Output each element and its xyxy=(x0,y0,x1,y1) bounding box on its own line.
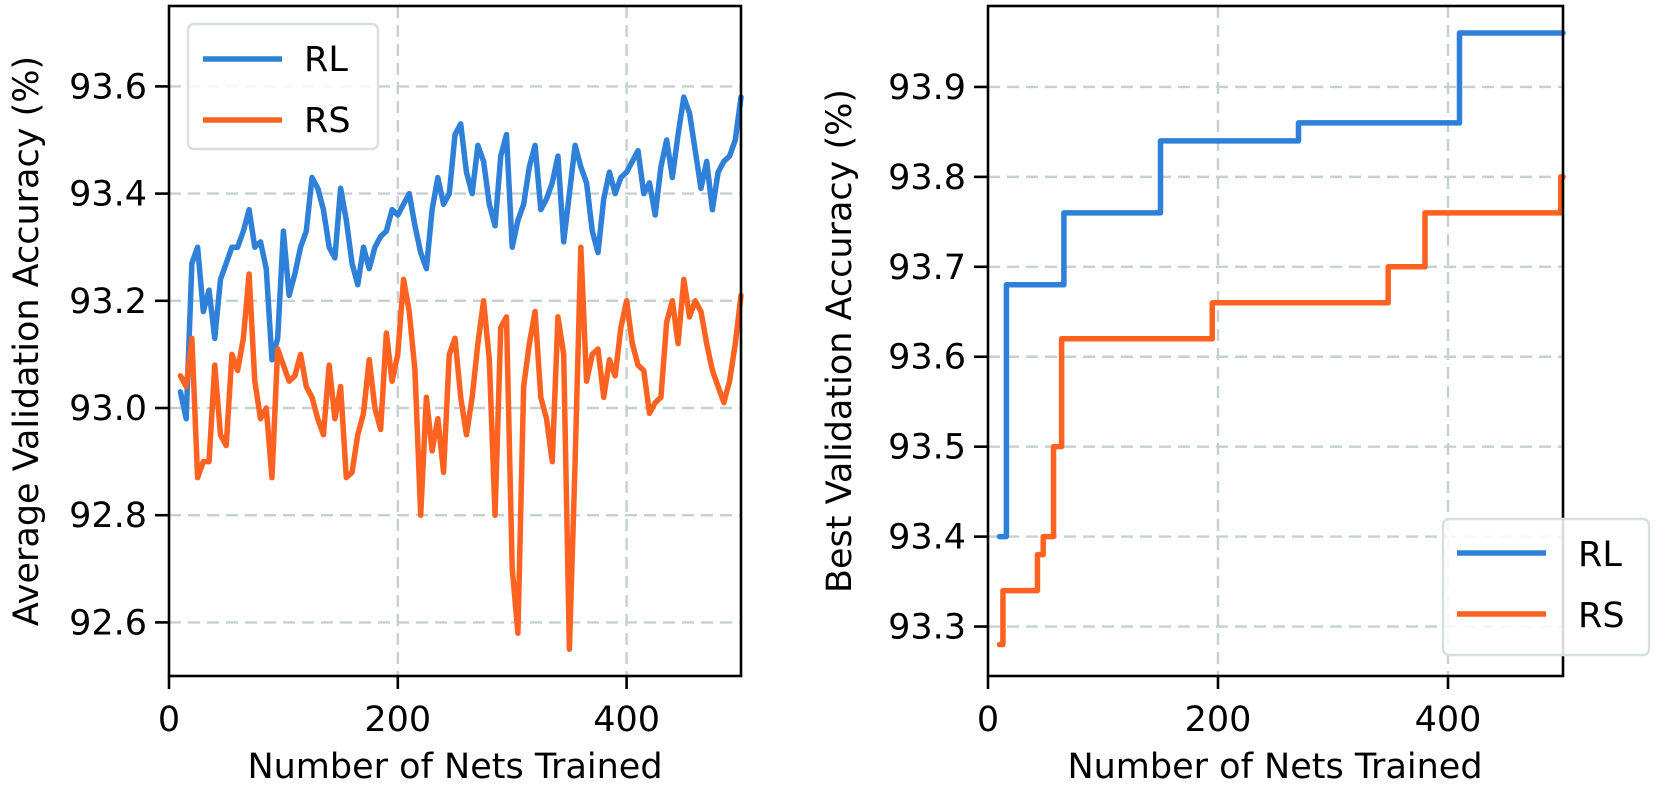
left-y-tick-label: 93.2 xyxy=(69,282,147,322)
series-rs-line xyxy=(996,174,1566,648)
left-y-tick-label: 92.8 xyxy=(69,496,147,536)
left-y-tick-label: 93.6 xyxy=(69,67,147,107)
right-plot-frame xyxy=(986,4,1565,678)
right-x-axis-title: Number of Nets Trained xyxy=(1067,747,1482,787)
right-ticks: 0 200 400 93.3 93.4 93.5 93.6 93.7 93.8 93.9 xyxy=(888,68,1481,740)
left-plot-frame xyxy=(167,4,743,678)
left-x-tick-label: 0 xyxy=(158,700,180,740)
left-y-tick-label: 92.6 xyxy=(69,603,147,643)
right-legend-rl-label: RL xyxy=(1578,535,1622,575)
left-y-axis-title: Average Validation Accuracy (%) xyxy=(7,56,47,626)
left-legend: RL RS xyxy=(186,22,380,151)
right-y-tick-label: 93.6 xyxy=(888,338,966,378)
right-y-tick-label: 93.4 xyxy=(888,518,966,558)
right-y-tick-label: 93.5 xyxy=(888,428,966,468)
right-x-tick-label: 200 xyxy=(1185,700,1252,740)
series-rl-line xyxy=(996,30,1566,540)
right-y-tick-label: 93.9 xyxy=(888,68,966,108)
right-y-tick-label: 93.8 xyxy=(888,158,966,198)
left-legend-rl-label: RL xyxy=(304,40,348,80)
left-x-axis-title: Number of Nets Trained xyxy=(247,747,662,787)
left-y-tick-label: 93.4 xyxy=(69,175,147,215)
left-series xyxy=(177,94,744,652)
left-legend-rs-label: RS xyxy=(304,101,351,141)
right-legend: RL RS xyxy=(1441,517,1651,657)
series-rs-line xyxy=(177,244,744,652)
right-x-tick-label: 400 xyxy=(1415,700,1482,740)
right-chart-best-accuracy: 0 200 400 93.3 93.4 93.5 93.6 93.7 93.8 93.9 Best… xyxy=(820,4,1651,787)
left-y-tick-label: 93.0 xyxy=(69,389,147,429)
left-x-tick-label: 200 xyxy=(364,700,431,740)
right-y-tick-label: 93.7 xyxy=(888,248,966,288)
right-y-axis-title: Best Validation Accuracy (%) xyxy=(820,89,860,593)
right-y-tick-label: 93.3 xyxy=(888,608,966,648)
left-chart-average-accuracy: 0 200 400 92.6 92.8 93.0 93.2 93.4 93.6 Average … xyxy=(7,4,744,787)
right-series xyxy=(996,30,1566,648)
left-ticks: 0 200 400 92.6 92.8 93.0 93.2 93.4 93.6 xyxy=(69,67,660,740)
left-x-tick-label: 400 xyxy=(593,700,660,740)
right-x-tick-label: 0 xyxy=(977,700,999,740)
series-rl-line xyxy=(177,94,744,422)
right-legend-rs-label: RS xyxy=(1578,596,1625,636)
